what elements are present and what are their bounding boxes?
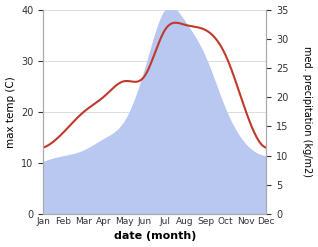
Y-axis label: max temp (C): max temp (C) <box>5 76 16 148</box>
Y-axis label: med. precipitation (kg/m2): med. precipitation (kg/m2) <box>302 46 313 177</box>
X-axis label: date (month): date (month) <box>114 231 196 242</box>
